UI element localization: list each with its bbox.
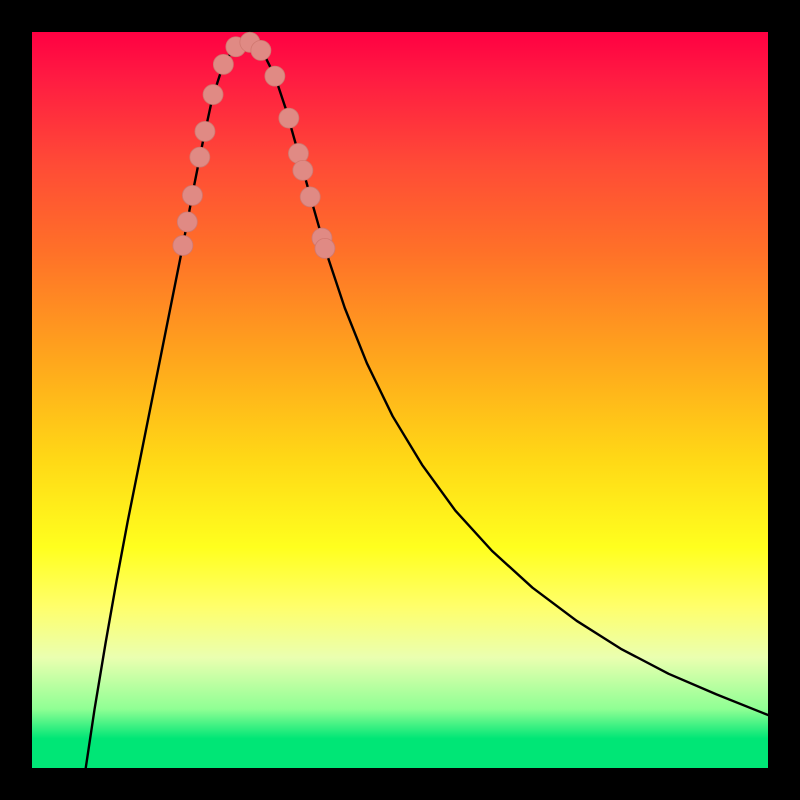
bottleneck-chart — [0, 0, 800, 800]
data-marker — [251, 40, 271, 60]
data-marker — [279, 108, 299, 128]
data-marker — [177, 212, 197, 232]
data-marker — [203, 85, 223, 105]
data-marker — [173, 235, 193, 255]
data-marker — [300, 187, 320, 207]
data-marker — [213, 54, 233, 74]
chart-container: TheBottleneck.com — [0, 0, 800, 800]
data-marker — [195, 121, 215, 141]
data-marker — [265, 66, 285, 86]
data-marker — [182, 185, 202, 205]
data-marker — [293, 160, 313, 180]
data-marker — [315, 238, 335, 258]
data-marker — [190, 147, 210, 167]
plot-background — [32, 32, 768, 768]
